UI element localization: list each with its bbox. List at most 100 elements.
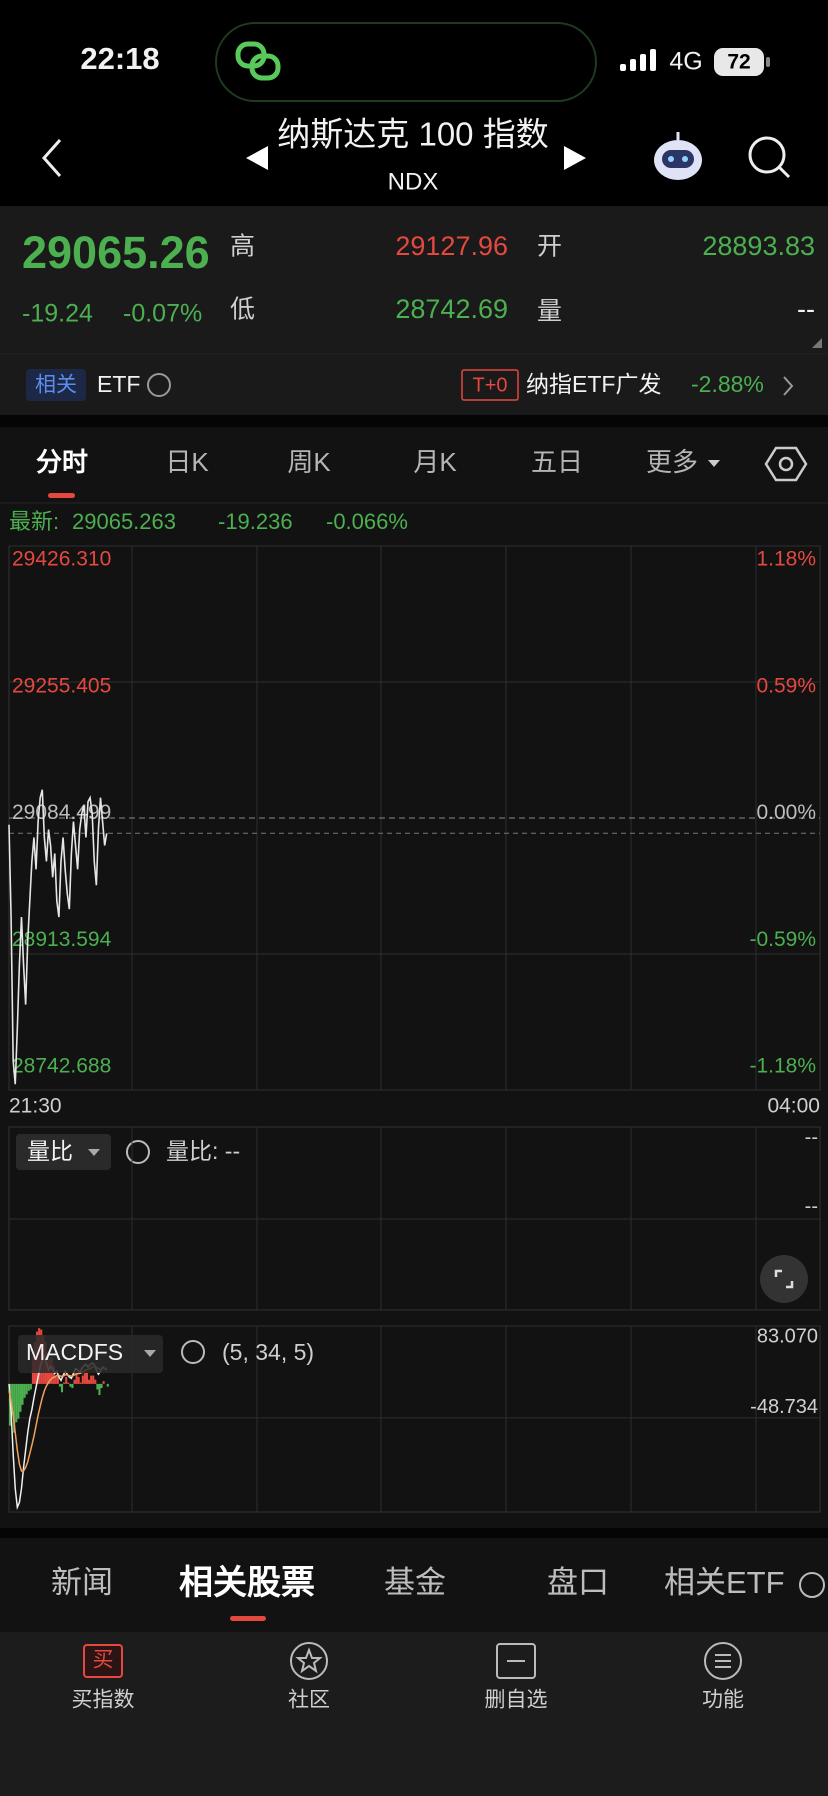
related-tag [26, 369, 86, 401]
related-row[interactable] [0, 355, 828, 415]
more-arrow [708, 460, 720, 467]
search-button[interactable] [748, 136, 791, 179]
related-tag-text: 相关 [35, 374, 77, 397]
histogram-bar [29, 1383, 32, 1390]
histogram-bar [13, 1383, 16, 1433]
volume: -- [797, 294, 815, 324]
histogram-bar [85, 1372, 89, 1384]
content-tab[interactable]: 新闻 [51, 1565, 113, 1600]
fund-change: -2.88% [691, 371, 764, 397]
info-icon[interactable] [181, 1340, 205, 1364]
next-button[interactable] [564, 146, 586, 170]
ratio-title: 量比 [27, 1138, 73, 1164]
settings-button[interactable] [764, 446, 808, 482]
buy-icon[interactable] [83, 1644, 123, 1678]
signal-icon [620, 49, 656, 71]
low: 28742.69 [395, 294, 508, 324]
histogram-bar [25, 1383, 28, 1395]
histogram-bar [67, 1382, 70, 1384]
page-subtitle: NDX [388, 168, 439, 195]
toolbar [0, 1632, 828, 1796]
volume-label: 量 [537, 298, 562, 326]
content-tab[interactable]: 盘口 [547, 1565, 609, 1600]
histogram-bar [71, 1383, 74, 1389]
latest-label: 最新: [9, 509, 59, 534]
corner-mark [812, 338, 822, 348]
histogram-bar [52, 1365, 55, 1384]
community-icon[interactable] [290, 1642, 328, 1680]
histogram-bar [15, 1383, 18, 1423]
y-tick-label: -48.734 [750, 1396, 818, 1418]
y2-tick-label: -1.18% [749, 1055, 816, 1078]
dynamic-island [215, 22, 597, 102]
period-tab[interactable]: 周K [287, 447, 331, 477]
histogram-bar [106, 1383, 109, 1387]
latest-price: 29065.263 [72, 509, 176, 534]
toolbar-label[interactable]: 买指数 [72, 1689, 135, 1712]
prev-button[interactable] [246, 146, 268, 170]
histogram-bar [23, 1383, 26, 1398]
toolbar-label[interactable]: 删自选 [485, 1689, 548, 1712]
high-label: 高 [230, 233, 255, 261]
y2-tick-label: 0.59% [756, 674, 816, 697]
histogram-bar [81, 1375, 84, 1384]
histogram-bar [100, 1383, 103, 1389]
histogram-bar [65, 1376, 68, 1384]
y-tick-label: 29084.499 [12, 801, 111, 824]
gap [0, 1528, 828, 1538]
histogram-bar [90, 1375, 93, 1384]
macd-params: (5, 34, 5) [222, 1339, 314, 1365]
tab-indicator [230, 1616, 266, 1621]
page-title: 纳斯达克 100 指数 [277, 116, 548, 153]
histogram-bar [17, 1383, 20, 1419]
content-tab[interactable]: 相关股票 [179, 1564, 315, 1602]
y-tick-label: 29255.405 [12, 674, 111, 697]
y2-tick-label: -0.59% [749, 928, 816, 951]
expand-button[interactable] [760, 1255, 808, 1303]
badge [461, 369, 519, 401]
histogram-bar [73, 1379, 76, 1384]
x-tick-label: 21:30 [9, 1095, 62, 1118]
histogram-bar [60, 1383, 64, 1393]
watchlist-icon[interactable] [496, 1643, 536, 1679]
y-tick-label: 83.070 [757, 1325, 818, 1347]
histogram-bar [11, 1383, 14, 1416]
menu-icon[interactable] [704, 1642, 742, 1680]
clock: 22:18 [80, 41, 159, 76]
histogram-bar [75, 1372, 78, 1384]
ratio-chip[interactable] [16, 1134, 111, 1170]
macd-chip[interactable] [18, 1335, 163, 1373]
histogram-bar [83, 1372, 86, 1384]
y-tick-label: 28742.688 [12, 1055, 111, 1078]
toolbar-label[interactable]: 社区 [288, 1689, 330, 1712]
chip-arrow [144, 1350, 156, 1357]
info-icon[interactable] [799, 1572, 825, 1598]
price-line [8, 789, 108, 1085]
period-tab[interactable]: 日K [165, 447, 209, 477]
period-tab[interactable]: 更多 [646, 447, 698, 477]
info-icon[interactable] [126, 1140, 150, 1164]
buy-icon-text: 买 [93, 1649, 114, 1672]
ratio-right-label: -- [805, 1195, 818, 1217]
tab-indicator [48, 493, 75, 498]
latest-change-pct: -0.066% [326, 509, 408, 534]
histogram-bar [58, 1383, 61, 1387]
period-tab[interactable]: 月K [413, 447, 457, 477]
histogram-bar [21, 1383, 24, 1405]
chevron [783, 376, 794, 396]
x-tick-label: 04:00 [767, 1095, 820, 1118]
assistant-button[interactable] [654, 132, 702, 180]
y2-tick-label: 1.18% [756, 548, 816, 571]
content-tab[interactable]: 基金 [384, 1565, 446, 1600]
period-tab[interactable]: 分时 [36, 447, 88, 477]
toolbar-label[interactable]: 功能 [702, 1689, 744, 1712]
ratio-right-label: -- [805, 1126, 818, 1148]
info-icon[interactable] [147, 373, 171, 397]
content-tab[interactable]: 相关ETF [664, 1565, 785, 1600]
chip-arrow [88, 1149, 100, 1156]
latest-change: -19.236 [218, 509, 293, 534]
histogram-bar [19, 1383, 22, 1412]
back-button[interactable] [41, 139, 62, 177]
period-tab[interactable]: 五日 [531, 447, 583, 477]
